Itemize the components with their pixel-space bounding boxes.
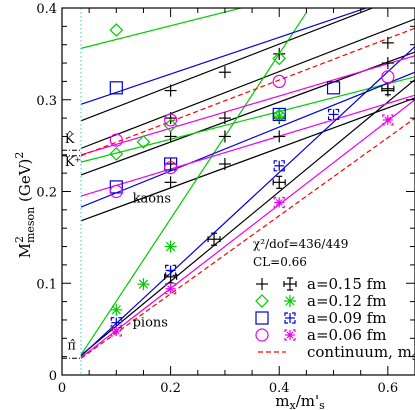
fit-line-a012 <box>80 12 307 356</box>
y-tick-label: 0.2 <box>36 186 57 201</box>
point-a006-circle <box>164 161 178 175</box>
point-a006-circle <box>109 133 123 147</box>
point-a006-circle <box>272 74 286 89</box>
point-a009-sqcross <box>273 160 285 172</box>
legend-label-continuum: continuum, ms <box>307 343 415 363</box>
point-a006-burst <box>165 283 177 295</box>
legend-label-a015: a=0.15 fm <box>307 275 386 293</box>
fit-line-continuum <box>80 27 415 157</box>
kaons-label: kaons <box>133 192 172 207</box>
legend-marker-a009-b <box>284 312 296 324</box>
point-a006-circle <box>109 184 123 199</box>
point-a006-circle <box>381 70 395 84</box>
point-a012-star <box>110 303 123 316</box>
x-tick-label: 0.4 <box>269 381 290 396</box>
point-a006-circle <box>164 113 178 127</box>
annotations: kaons pions K̂ K⁺ π̂ <box>65 131 171 354</box>
fit-line-a006 <box>80 94 415 197</box>
fit-line-a015 <box>80 97 415 222</box>
point-a009-square <box>272 107 286 122</box>
point-a009-sqcross <box>110 317 122 329</box>
fit-line-a015 <box>80 79 415 356</box>
fit-line-a006 <box>80 55 415 156</box>
legend-marker-a012-b <box>284 295 296 307</box>
legend-label-a009: a=0.09 fm <box>307 309 386 327</box>
point-a009-sqcross <box>327 108 340 121</box>
fit-line-a015 <box>80 18 415 149</box>
point-a015-plus <box>164 176 177 189</box>
fit-line-a006 <box>80 99 415 359</box>
fit-line-a009 <box>80 46 415 357</box>
fit-line-a009 <box>80 8 368 105</box>
y-tick-label: 0 <box>49 369 57 384</box>
point-a015-plus <box>164 130 177 143</box>
axis-ticks: 0 0.2 0.4 0.6 0 0.1 0.2 0.3 0.4 <box>36 2 415 396</box>
point-a015-plus <box>218 112 231 125</box>
pihat-label: π̂ <box>67 338 76 353</box>
x-tick-label: 0.6 <box>378 381 399 396</box>
point-a012-star <box>137 278 150 291</box>
point-a009-square <box>109 81 123 95</box>
point-a009-square <box>164 157 178 171</box>
y-axis-label: M2meson (GeV)2 <box>13 152 37 259</box>
point-a015-plus <box>273 47 286 60</box>
x-tick-label: 0.2 <box>160 381 181 396</box>
legend-marker-a006-a <box>255 328 269 342</box>
fit-line-a012 <box>80 76 415 163</box>
point-a015-errplus <box>272 175 286 189</box>
point-a015-plus <box>164 84 177 97</box>
point-a012-diamond <box>109 23 124 37</box>
point-a012-diamond <box>109 147 124 161</box>
point-a015-plus <box>381 36 394 49</box>
fit-line-a012 <box>80 8 244 49</box>
point-a012-star <box>164 240 177 253</box>
x-tick-label: 0 <box>58 381 66 396</box>
y-tick-label: 0.4 <box>36 2 57 17</box>
kplus-label: K⁺ <box>65 155 82 170</box>
point-a015-plus <box>218 130 231 143</box>
point-a012-diamond <box>136 135 151 149</box>
point-a015-plus <box>218 157 231 170</box>
data-points <box>109 23 395 337</box>
point-a009-square <box>326 81 341 95</box>
fit-line-a009 <box>80 71 415 208</box>
fit-line-a015 <box>80 8 375 122</box>
legend-marker-a009-a <box>255 311 269 325</box>
x-axis-label: mx/m's <box>275 392 325 410</box>
point-a006-burst <box>273 196 285 209</box>
legend-marker-a015-a <box>256 278 268 290</box>
point-a012-diamond <box>272 51 287 66</box>
point-a015-errplus <box>207 232 221 246</box>
point-a015-plus <box>381 57 394 70</box>
legend-marker-a012-a <box>255 294 269 308</box>
point-a006-burst <box>110 325 122 337</box>
legend: a=0.15 fma=0.12 fma=0.09 fma=0.06 fmcont… <box>255 275 415 363</box>
legend-marker-a006-b <box>284 329 296 341</box>
y-tick-label: 0.3 <box>36 94 57 109</box>
fit-chi2: χ²/dof=436/449 <box>253 237 348 251</box>
y-tick-label: 0.1 <box>36 277 57 292</box>
point-a006-burst <box>382 114 394 126</box>
pions-label: pions <box>133 315 168 330</box>
legend-label-a006: a=0.06 fm <box>307 326 386 344</box>
point-a009-sqcross <box>165 264 177 277</box>
point-a015-plus <box>218 66 231 79</box>
legend-marker-a015-b <box>283 277 297 291</box>
fit-lines <box>80 8 415 359</box>
point-a015-plus <box>273 130 286 143</box>
point-a009-square <box>109 180 123 194</box>
fit-cl: CL=0.66 <box>253 255 307 269</box>
point-a012-diamond <box>163 118 178 133</box>
legend-label-a012: a=0.12 fm <box>307 292 386 310</box>
fit-line-continuum <box>80 117 415 359</box>
reference-levels <box>62 8 83 375</box>
khat-label: K̂ <box>65 131 75 147</box>
